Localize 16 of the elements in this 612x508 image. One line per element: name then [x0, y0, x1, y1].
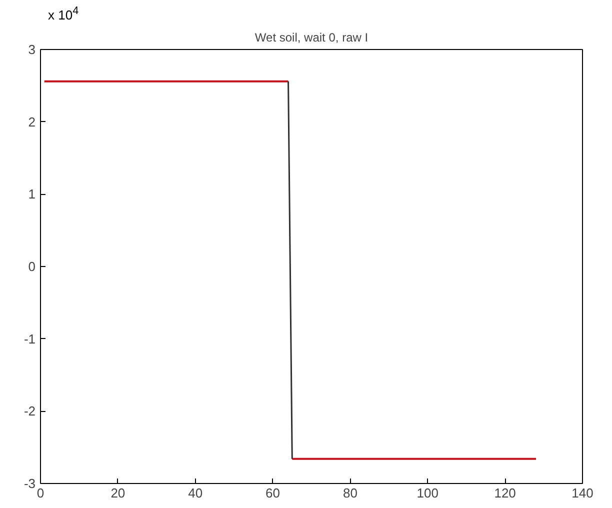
x-tick-label: 60 — [266, 486, 280, 500]
x-tick-label: 80 — [342, 486, 358, 500]
x-tick-label: 120 — [494, 486, 516, 500]
x-tick-label: 140 — [572, 486, 594, 500]
y-tick-label: 1 — [28, 186, 36, 202]
y-tick-label: -1 — [24, 331, 36, 346]
text: x 10$^{4}$ — [48, 4, 79, 24]
y-tick-label: 2 — [28, 114, 36, 130]
x-tick-label: 100 — [416, 486, 438, 500]
y-tick-label: 3 — [28, 42, 36, 57]
y-tick-label: 0 — [28, 259, 36, 274]
x-tick-label: 40 — [188, 486, 203, 500]
y-tick-label: -2 — [24, 404, 36, 419]
x-tick-label: 20 — [110, 486, 126, 500]
y-tick-label: -3 — [24, 476, 36, 491]
chart-title: Wet soil, wait 0, raw I — [254, 30, 368, 44]
